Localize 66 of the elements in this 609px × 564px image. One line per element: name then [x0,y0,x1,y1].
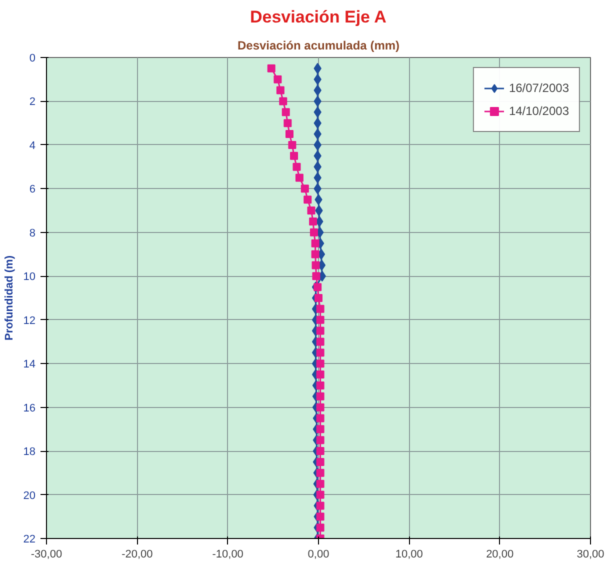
point [309,217,318,226]
point [311,239,320,248]
x-tick-label: -30,00 [30,548,62,560]
y-tick-label: 4 [29,140,36,152]
y-tick-label: 22 [23,534,36,546]
point [316,316,324,324]
point [279,97,288,106]
point [316,468,324,477]
legend-label: 16/07/2003 [508,81,569,95]
y-tick-label: 12 [23,314,36,327]
point [316,512,324,521]
x-tick-label: 0,00 [308,548,330,560]
y-tick-label: 14 [23,358,36,371]
chart-title: Desviación Eje A [250,8,386,26]
point [316,425,324,434]
x-tick-label: -20,00 [122,548,153,560]
point [316,338,324,346]
y-tick-label: 8 [29,227,36,240]
point [316,436,324,444]
point [316,326,324,335]
point [310,228,318,236]
point [316,447,324,456]
x-tick-label: 30,00 [576,548,604,560]
point [316,392,324,400]
point [316,348,324,357]
y-tick-label: 6 [29,184,36,196]
point [290,152,298,160]
point [316,370,324,379]
y-tick-label: 20 [23,490,36,502]
point [316,458,324,466]
point [316,502,324,510]
point [311,250,320,258]
y-tick-label: 0 [29,52,36,64]
y-tick-label: 16 [23,402,36,414]
y-tick-label: 18 [23,446,36,458]
point [300,184,309,193]
legend-label: 14/10/2003 [508,104,569,118]
point [274,75,282,84]
x-axis-title: Desviación acumulada (mm) [237,38,400,52]
point [314,294,322,302]
point [284,119,292,128]
point [316,414,324,422]
y-tick-label: 2 [29,96,36,108]
point [295,174,304,182]
x-tick-label: 10,00 [395,548,423,560]
point [316,524,324,532]
x-tick-label: 20,00 [486,548,514,560]
point [285,130,294,138]
point [288,140,296,149]
x-tick-label: -10,00 [212,548,244,560]
point [316,403,324,412]
y-axis-title: Profundidad (m) [3,255,16,340]
point [307,206,316,215]
point [316,490,324,499]
point [276,86,284,94]
point [267,64,276,72]
point [292,162,301,171]
point [304,196,312,204]
point [312,272,320,280]
point [316,480,324,488]
point [312,261,320,270]
y-tick-label: 10 [23,271,36,284]
point [316,381,324,390]
point [316,360,324,368]
point [316,304,324,313]
point [282,108,290,116]
